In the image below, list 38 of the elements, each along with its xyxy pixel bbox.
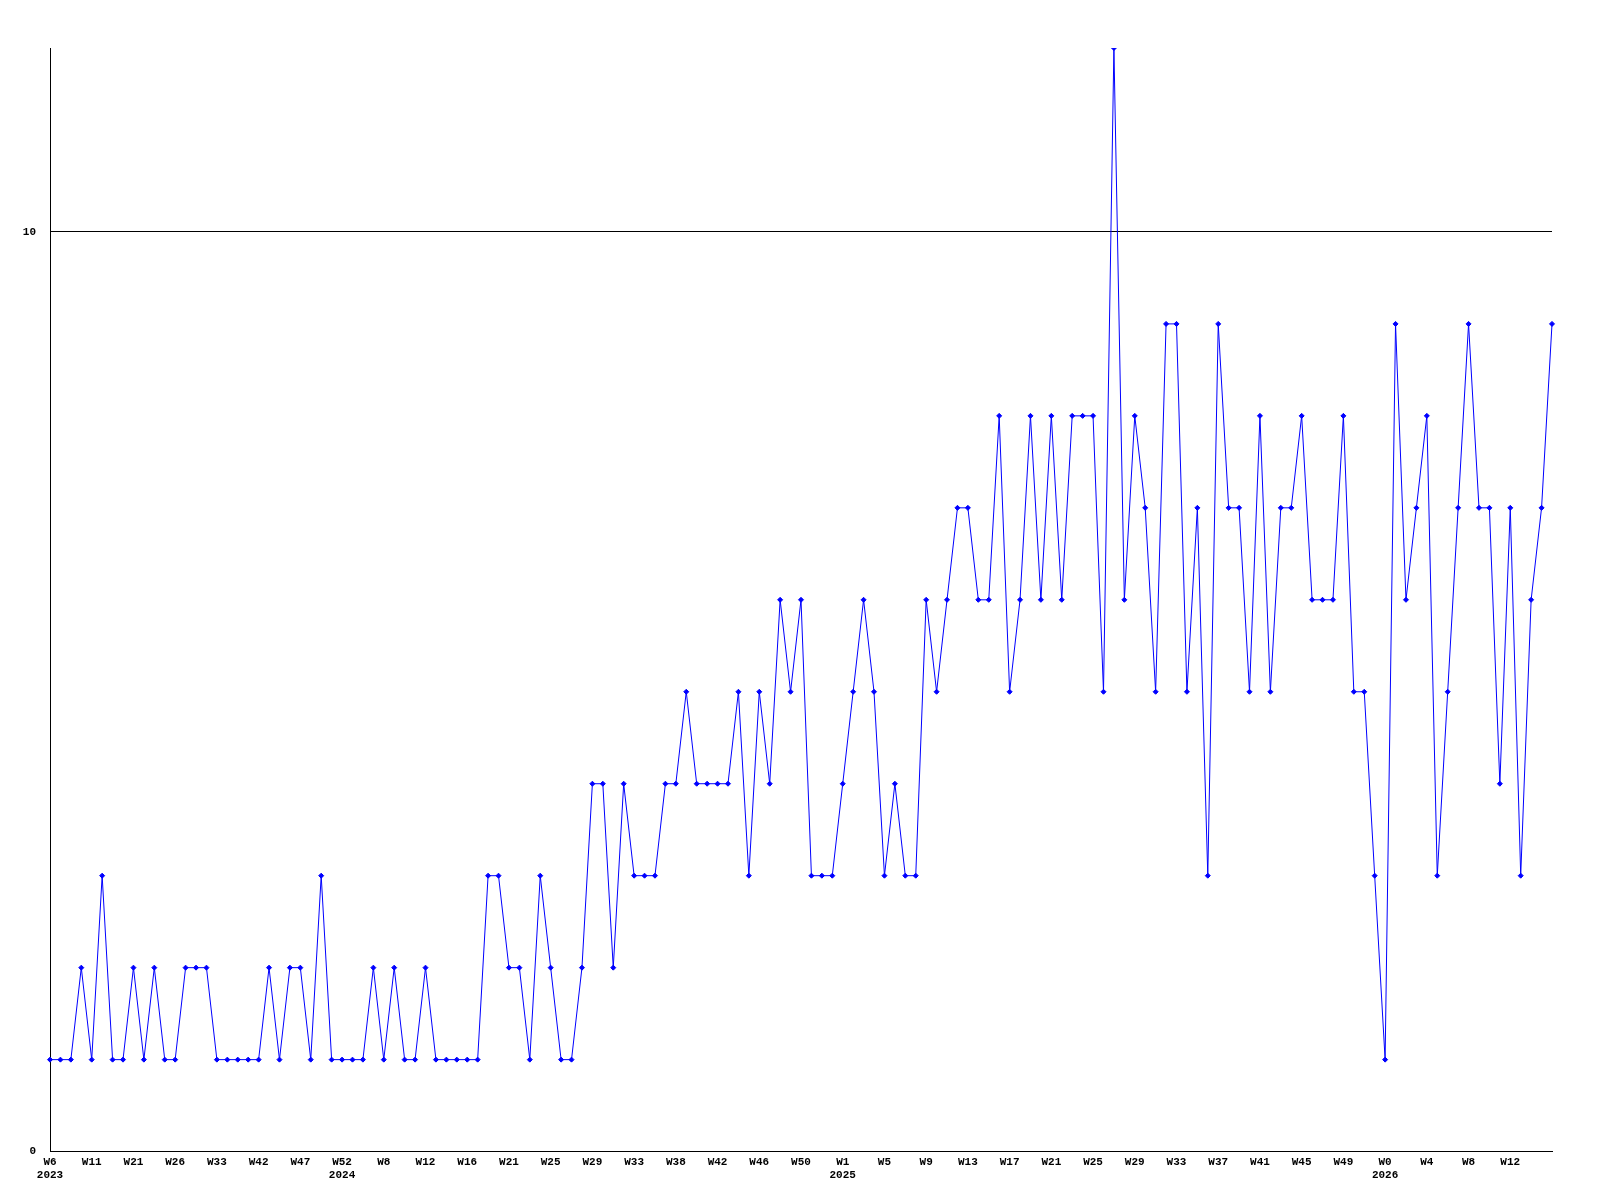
x-tick-label: W37 [1208, 1155, 1229, 1168]
x-tick-label: W29 [582, 1155, 603, 1168]
x-tick-label: W21 [499, 1155, 520, 1168]
x-tick-label: W46 [749, 1155, 770, 1168]
x-tick-label: W25 [1083, 1155, 1104, 1168]
x-tick-label: W50 [791, 1155, 811, 1168]
x-tick-label: W42 [707, 1155, 728, 1168]
x-tick-label: W21 [123, 1155, 144, 1168]
x-tick-label: W33 [206, 1155, 228, 1168]
x-tick-label: W41 [1250, 1155, 1271, 1168]
x-tick-label: W16 [457, 1155, 478, 1168]
x-tick-label: W26 [165, 1155, 186, 1168]
x-tick-label: W6 2023 [36, 1155, 64, 1182]
x-tick-label: W12 [1500, 1155, 1521, 1168]
x-tick-label: W33 [624, 1155, 645, 1168]
x-tick-label: W13 [957, 1155, 979, 1168]
x-tick-label: W29 [1124, 1155, 1145, 1168]
x-tick-label: W33 [1166, 1155, 1187, 1168]
x-tick-label: W5 [877, 1155, 892, 1168]
x-tick-label: W45 [1291, 1155, 1312, 1168]
x-tick-label: W8 [377, 1155, 391, 1168]
x-tick-label: W12 [415, 1155, 436, 1168]
x-tick-label: W1 2025 [829, 1155, 857, 1182]
x-tick-label: W42 [248, 1155, 269, 1168]
y-tick-label: 10 [22, 225, 36, 238]
y-tick-label: 0 [29, 1145, 36, 1158]
x-tick-label: W11 [81, 1155, 103, 1168]
x-tick-label: W47 [290, 1155, 311, 1168]
x-tick-label: W0 2026 [1371, 1155, 1399, 1182]
x-tick-label: W9 [919, 1155, 933, 1168]
x-tick-label: W8 [1461, 1155, 1476, 1168]
x-tick-label: W4 [1420, 1155, 1434, 1168]
x-tick-label: W52 2024 [328, 1155, 356, 1182]
x-tick-label: W21 [1041, 1155, 1062, 1168]
x-tick-label: W38 [665, 1155, 687, 1168]
x-tick-label: W25 [540, 1155, 561, 1168]
x-tick-label: W17 [999, 1155, 1020, 1168]
x-tick-label: W49 [1333, 1155, 1354, 1168]
